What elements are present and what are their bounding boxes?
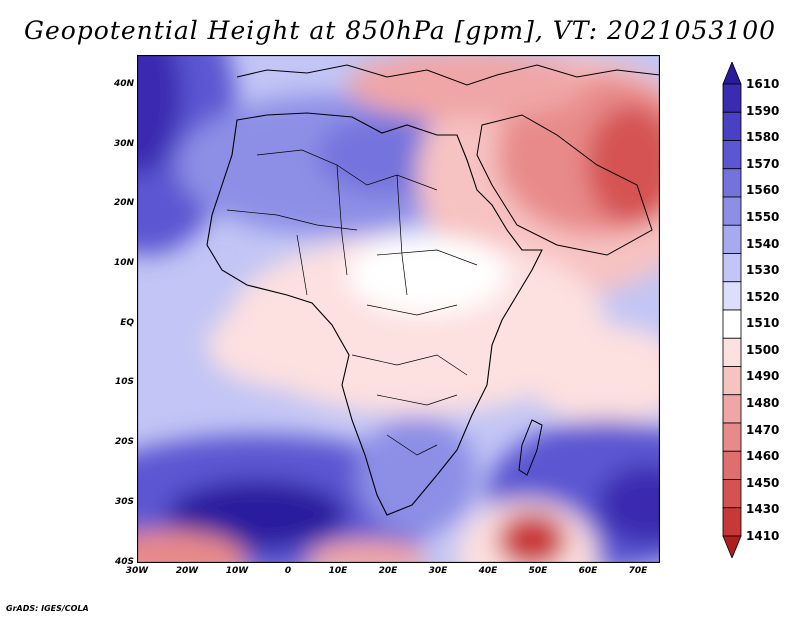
lon-label-50e: 50E — [528, 566, 548, 576]
lon-label-10e: 10E — [328, 566, 348, 576]
colorbar-box — [722, 450, 742, 480]
colorbar-label: 1520 — [746, 289, 780, 304]
lon-label-20w: 20W — [175, 566, 199, 576]
lon-label-10w: 10W — [225, 566, 249, 576]
colorbar-label: 1430 — [746, 502, 780, 517]
colorbar-label: 1510 — [746, 316, 780, 331]
map-plot-area — [137, 55, 660, 563]
lat-label-10n: 10N — [113, 258, 134, 268]
colorbar-top-arrow — [722, 62, 742, 85]
lon-label-60e: 60E — [578, 566, 598, 576]
map-svg — [137, 55, 660, 563]
lat-label-40n: 40N — [113, 79, 134, 89]
colorbar-label: 1410 — [746, 529, 780, 543]
colorbar-box — [722, 479, 742, 509]
colorbar-box — [722, 253, 742, 283]
colorbar-label: 1450 — [746, 475, 780, 490]
europe-coast — [236, 64, 660, 86]
colorbar-box — [722, 422, 742, 452]
colorbar-box — [722, 111, 742, 141]
colorbar-bottom-arrow — [722, 535, 742, 558]
lon-label-30w: 30W — [125, 566, 149, 576]
madagascar-outline — [518, 419, 543, 476]
lon-label-0: 0 — [284, 566, 292, 576]
southern-ocean-low — [497, 512, 567, 563]
colorbar-box — [722, 196, 742, 226]
lon-label-20e: 20E — [378, 566, 398, 576]
colorbar-label: 1460 — [746, 449, 780, 464]
lat-label-20n: 20N — [113, 198, 134, 208]
colorbar-box — [722, 394, 742, 424]
map-title: Geopotential Height at 850hPa [gpm], VT:… — [23, 16, 777, 45]
colorbar-box — [722, 224, 742, 254]
colorbar-box — [722, 309, 742, 339]
lat-label-30n: 30N — [113, 139, 134, 149]
arabian-peninsula — [476, 114, 653, 256]
colorbar-label: 1540 — [746, 236, 780, 251]
lon-label-30e: 30E — [428, 566, 448, 576]
colorbar-label: 1500 — [746, 342, 780, 357]
colorbar-label: 1490 — [746, 369, 780, 384]
lat-label-eq: EQ — [120, 318, 134, 328]
map-frame — [137, 55, 660, 563]
credit-text: GrADS: IGES/COLA — [6, 604, 89, 613]
colorbar-box — [722, 507, 742, 537]
colorbar-box — [722, 337, 742, 367]
colorbar-box — [722, 281, 742, 311]
colorbar-label: 1590 — [746, 103, 780, 118]
lat-label-40s: 40S — [114, 557, 134, 567]
colorbar-label: 1550 — [746, 209, 780, 224]
colorbar-box — [722, 168, 742, 198]
colorbar-label: 1610 — [746, 77, 780, 91]
lon-label-70e: 70E — [628, 566, 648, 576]
lat-label-20s: 20S — [114, 437, 134, 447]
country-borders — [226, 149, 478, 456]
lon-label-40e: 40E — [478, 566, 498, 576]
colorbar-box — [722, 140, 742, 170]
lat-label-10s: 10S — [114, 377, 134, 387]
colorbar-label: 1470 — [746, 422, 780, 437]
colorbar — [722, 62, 742, 558]
colorbar-box — [722, 366, 742, 396]
africa-coastline — [206, 112, 543, 516]
height-field — [137, 55, 660, 563]
colorbar-box — [722, 83, 742, 113]
arabian-low — [587, 105, 660, 225]
colorbar-label: 1530 — [746, 263, 780, 278]
lat-label-30s: 30S — [114, 497, 134, 507]
colorbar-label: 1560 — [746, 183, 780, 198]
colorbar-label: 1480 — [746, 396, 780, 411]
colorbar-label: 1570 — [746, 156, 780, 171]
colorbar-label: 1580 — [746, 130, 780, 145]
